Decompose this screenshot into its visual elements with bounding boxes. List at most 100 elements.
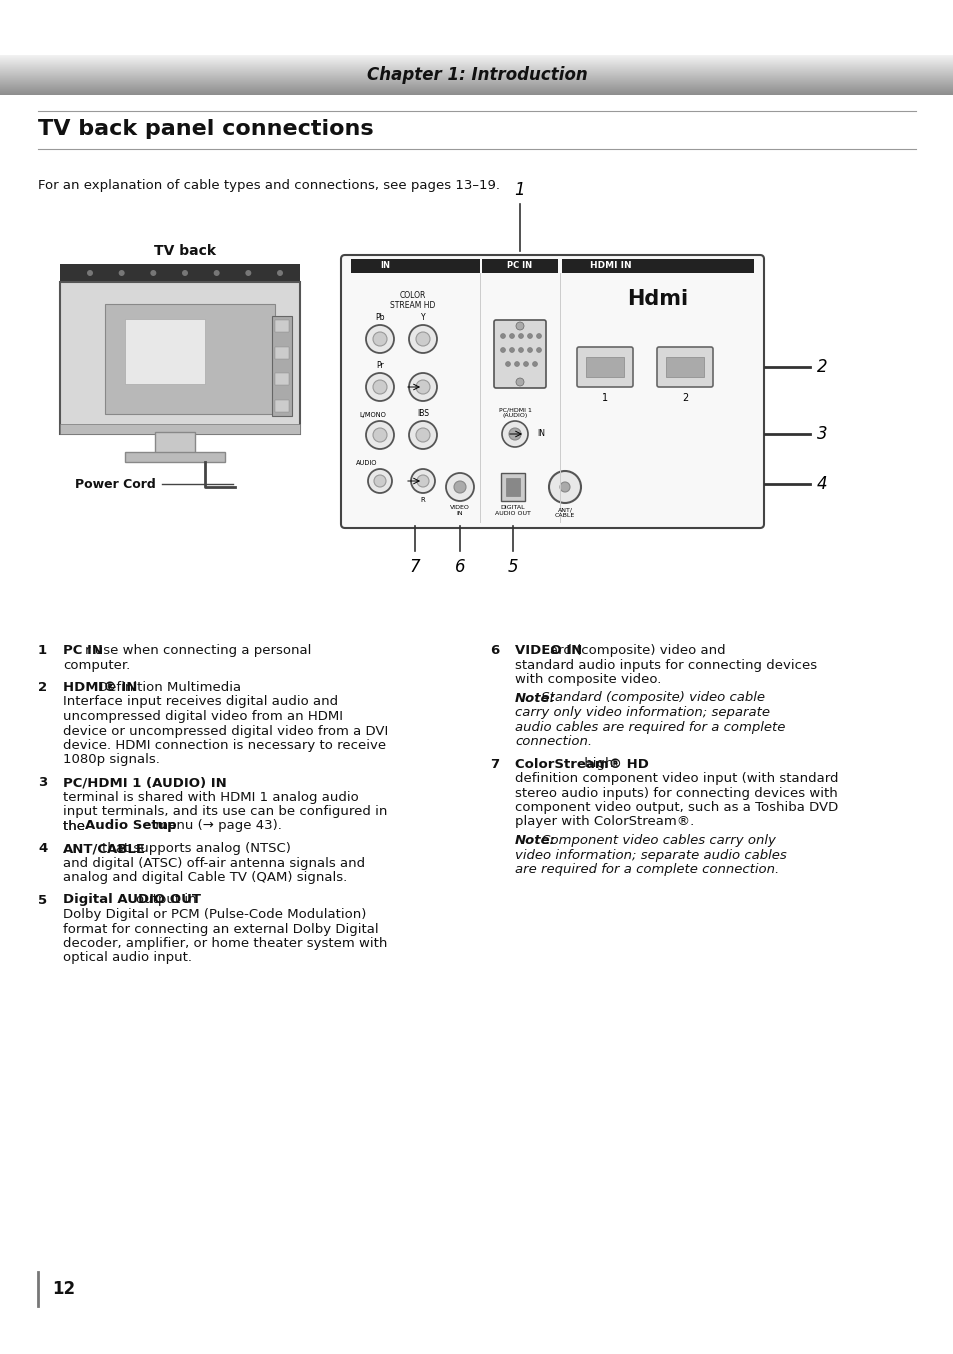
Text: Chapter 1: Introduction: Chapter 1: Introduction <box>366 66 587 84</box>
Circle shape <box>518 333 523 338</box>
Text: 3: 3 <box>38 776 48 789</box>
Text: 2: 2 <box>681 393 687 403</box>
Text: L/MONO: L/MONO <box>359 412 386 418</box>
Text: connection.: connection. <box>515 735 592 747</box>
Text: output in: output in <box>136 894 197 906</box>
Bar <box>585 357 623 376</box>
Text: 7: 7 <box>490 757 498 770</box>
Circle shape <box>536 348 541 352</box>
Circle shape <box>500 333 505 338</box>
Text: VIDEO
IN: VIDEO IN <box>450 505 470 516</box>
Text: VIDEO IN: VIDEO IN <box>515 645 581 657</box>
Text: 3: 3 <box>816 425 827 443</box>
Circle shape <box>500 348 505 352</box>
Bar <box>351 259 479 274</box>
Text: TV back: TV back <box>153 244 215 259</box>
Circle shape <box>516 322 523 330</box>
Circle shape <box>509 333 514 338</box>
Circle shape <box>505 362 510 367</box>
Text: format for connecting an external Dolby Digital: format for connecting an external Dolby … <box>63 922 378 936</box>
Text: ANT/CABLE: ANT/CABLE <box>63 842 146 854</box>
Text: video information; separate audio cables: video information; separate audio cables <box>515 849 786 861</box>
Text: ANT/
CABLE: ANT/ CABLE <box>555 506 575 517</box>
Circle shape <box>516 378 523 386</box>
Text: the: the <box>63 819 90 833</box>
Text: high-: high- <box>579 757 618 770</box>
Text: Note:: Note: <box>515 692 556 704</box>
Circle shape <box>366 372 394 401</box>
Text: PC IN: PC IN <box>507 261 532 271</box>
FancyBboxPatch shape <box>494 320 545 389</box>
Bar <box>481 259 558 274</box>
Text: and digital (ATSC) off-air antenna signals and: and digital (ATSC) off-air antenna signa… <box>63 857 365 869</box>
Text: HDMI IN: HDMI IN <box>589 261 631 271</box>
Circle shape <box>366 421 394 450</box>
Bar <box>125 452 225 462</box>
Circle shape <box>409 421 436 450</box>
Text: r use when connecting a personal: r use when connecting a personal <box>85 645 311 657</box>
Text: audio cables are required for a complete: audio cables are required for a complete <box>515 720 784 734</box>
Text: decoder, amplifier, or home theater system with: decoder, amplifier, or home theater syst… <box>63 937 387 951</box>
Text: IN: IN <box>379 261 390 271</box>
Text: component video output, such as a Toshiba DVD: component video output, such as a Toshib… <box>515 802 838 814</box>
Circle shape <box>373 380 387 394</box>
Text: computer.: computer. <box>63 658 131 672</box>
Text: HDMI® IN: HDMI® IN <box>63 681 137 695</box>
Text: Pb: Pb <box>375 313 384 322</box>
Text: PC/HDMI 1 (AUDIO) IN: PC/HDMI 1 (AUDIO) IN <box>63 776 227 789</box>
Bar <box>105 305 274 414</box>
Bar <box>60 282 299 435</box>
Text: the: the <box>63 819 90 833</box>
Circle shape <box>559 482 569 492</box>
Bar <box>665 357 703 376</box>
Circle shape <box>276 269 283 276</box>
Text: DIGITAL
AUDIO OUT: DIGITAL AUDIO OUT <box>495 505 531 516</box>
Text: Pr: Pr <box>375 362 383 370</box>
Circle shape <box>532 362 537 367</box>
Circle shape <box>416 380 430 394</box>
Text: Definition Multimedia: Definition Multimedia <box>97 681 240 695</box>
Bar <box>505 478 519 496</box>
FancyBboxPatch shape <box>657 347 712 387</box>
Circle shape <box>374 475 386 487</box>
FancyBboxPatch shape <box>340 255 763 528</box>
Text: 6: 6 <box>490 645 498 657</box>
Circle shape <box>182 269 188 276</box>
Bar <box>561 259 753 274</box>
Text: Audio Setup: Audio Setup <box>85 819 176 833</box>
Circle shape <box>368 468 392 493</box>
Text: 1080p signals.: 1080p signals. <box>63 753 160 766</box>
Text: TV back panel connections: TV back panel connections <box>38 119 374 139</box>
Text: Y: Y <box>420 313 425 322</box>
Bar <box>274 374 289 386</box>
Text: Power Cord: Power Cord <box>75 478 155 490</box>
Text: 7: 7 <box>409 558 420 575</box>
Text: 2: 2 <box>38 681 47 695</box>
Circle shape <box>213 269 219 276</box>
Circle shape <box>366 325 394 353</box>
Text: optical audio input.: optical audio input. <box>63 952 192 964</box>
Text: IBS: IBS <box>416 409 429 418</box>
Text: definition component video input (with standard: definition component video input (with s… <box>515 772 838 785</box>
Circle shape <box>416 475 429 487</box>
Text: 4: 4 <box>816 475 827 493</box>
Circle shape <box>118 269 125 276</box>
Text: uncompressed digital video from an HDMI: uncompressed digital video from an HDMI <box>63 709 343 723</box>
Bar <box>125 320 205 385</box>
Bar <box>274 347 289 359</box>
Circle shape <box>446 473 474 501</box>
Text: Standard (composite) video cable: Standard (composite) video cable <box>537 692 764 704</box>
Circle shape <box>373 428 387 441</box>
Text: 4: 4 <box>38 842 48 854</box>
Circle shape <box>527 348 532 352</box>
Circle shape <box>514 362 519 367</box>
Bar <box>500 473 524 501</box>
Text: ard (composite) video and: ard (composite) video and <box>549 645 724 657</box>
Bar <box>272 315 292 416</box>
Text: that supports analog (NTSC): that supports analog (NTSC) <box>102 842 291 854</box>
Circle shape <box>518 348 523 352</box>
Text: 1: 1 <box>515 181 525 199</box>
Circle shape <box>416 428 430 441</box>
Text: carry only video information; separate: carry only video information; separate <box>515 705 769 719</box>
Circle shape <box>411 468 435 493</box>
